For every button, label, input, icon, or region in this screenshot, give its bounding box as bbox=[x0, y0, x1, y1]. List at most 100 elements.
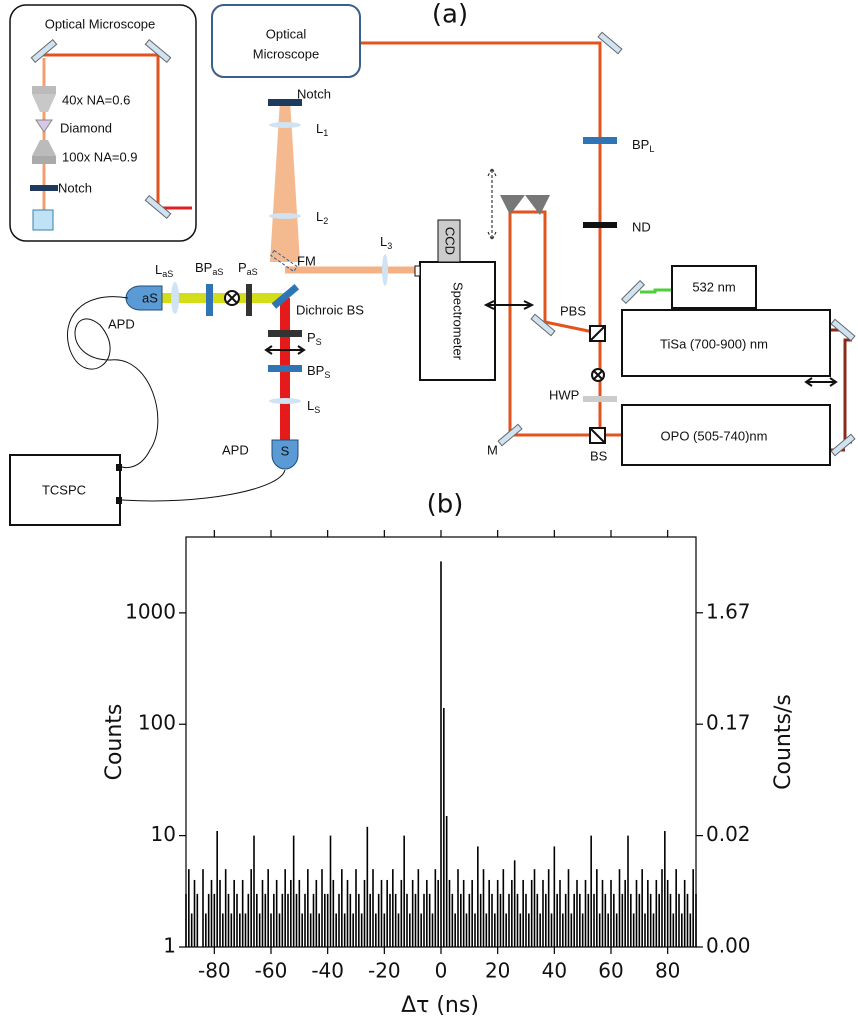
components-part bbox=[268, 330, 302, 337]
components-part bbox=[121, 469, 286, 502]
label-part: aS bbox=[212, 267, 223, 277]
components-part bbox=[264, 345, 306, 355]
label-part: BP bbox=[195, 260, 212, 275]
components-part bbox=[530, 313, 556, 337]
label-part: L bbox=[155, 262, 162, 277]
label: FM bbox=[297, 253, 316, 268]
y-axis-label: Counts bbox=[102, 704, 127, 781]
components-part bbox=[382, 254, 388, 286]
x-tick-label: 80 bbox=[655, 959, 680, 983]
x-tick-label: -40 bbox=[311, 959, 344, 983]
label: Notch bbox=[297, 86, 331, 101]
y2-tick-label: 1.67 bbox=[706, 599, 751, 623]
components-part bbox=[271, 439, 299, 470]
label-part: aS bbox=[247, 267, 258, 277]
inset-part bbox=[30, 185, 58, 191]
chart-title: (b) bbox=[427, 490, 464, 520]
inset-part bbox=[32, 86, 56, 94]
label-part: L bbox=[307, 398, 314, 413]
label: Spectrometer bbox=[451, 282, 466, 361]
label: L1 bbox=[316, 121, 328, 138]
components-part bbox=[487, 166, 497, 242]
components-part bbox=[589, 325, 606, 342]
components-part bbox=[597, 31, 623, 55]
label-part: L bbox=[316, 209, 323, 224]
label-part: BP bbox=[307, 363, 324, 378]
components-part bbox=[271, 284, 300, 309]
y-tick-label: 1000 bbox=[125, 599, 176, 623]
components-part bbox=[583, 396, 617, 402]
components-part bbox=[9, 454, 121, 526]
components-part bbox=[125, 285, 163, 311]
label: APD bbox=[222, 442, 249, 457]
components-part bbox=[226, 292, 238, 304]
inset-label: Diamond bbox=[60, 120, 112, 135]
inset-label: 40x NA=0.6 bbox=[62, 92, 130, 107]
label: CCD bbox=[443, 227, 458, 255]
inset-part bbox=[32, 140, 56, 156]
label: 532 nm bbox=[692, 279, 735, 294]
components-part bbox=[497, 423, 523, 447]
components-part bbox=[621, 309, 831, 377]
components-part bbox=[414, 265, 421, 277]
inset-part bbox=[9, 4, 197, 242]
inset-part bbox=[35, 119, 53, 133]
components-part bbox=[620, 279, 646, 305]
components-part bbox=[211, 4, 361, 78]
components-part bbox=[621, 404, 831, 466]
label-part: S bbox=[324, 370, 330, 380]
components-part bbox=[270, 249, 298, 273]
components-part bbox=[830, 318, 856, 342]
inset-part bbox=[32, 156, 56, 164]
components-part bbox=[268, 365, 302, 372]
label: L3 bbox=[380, 234, 392, 251]
inset-label: Notch bbox=[58, 180, 92, 195]
inset-title: Optical Microscope bbox=[45, 16, 156, 31]
y-tick-label: 100 bbox=[138, 711, 176, 735]
beams-part bbox=[640, 288, 672, 294]
components-part bbox=[171, 282, 179, 314]
components-part bbox=[483, 300, 535, 310]
label: S bbox=[281, 443, 290, 458]
label: PS bbox=[307, 330, 322, 347]
x-tick-label: 20 bbox=[485, 959, 510, 983]
label: ND bbox=[632, 219, 651, 234]
inset-part bbox=[32, 94, 56, 112]
components-part bbox=[67, 296, 159, 469]
label: PBS bbox=[560, 303, 586, 318]
labels: Optical Microscope Notch L1 L2 FM L3 CCD… bbox=[42, 26, 768, 497]
panel-label: (a) bbox=[432, 0, 468, 30]
components-part bbox=[583, 137, 617, 144]
components-part bbox=[206, 284, 213, 316]
label: APD bbox=[108, 316, 135, 331]
x-axis-label: Δτ (ns) bbox=[401, 993, 479, 1018]
box-label: Microscope bbox=[253, 46, 319, 61]
components-part bbox=[268, 99, 302, 106]
label-part: S bbox=[316, 337, 322, 347]
y2-tick-label: 0.00 bbox=[706, 934, 751, 958]
label-part: aS bbox=[162, 269, 173, 279]
components-part bbox=[269, 398, 301, 404]
y-tick-label: 10 bbox=[151, 822, 176, 846]
beams-part bbox=[843, 338, 852, 444]
label-part: L bbox=[649, 144, 654, 154]
components-part bbox=[830, 433, 856, 457]
label-part: 1 bbox=[323, 128, 328, 138]
inset-part bbox=[144, 194, 172, 220]
label-part: 2 bbox=[323, 216, 328, 226]
label: Dichroic BS bbox=[296, 302, 364, 317]
setup-diagram: (a) Optical Microscope 40x NA=0.6 Diamon… bbox=[9, 0, 856, 526]
label: PaS bbox=[238, 260, 258, 277]
components bbox=[9, 4, 856, 526]
components-part bbox=[671, 265, 757, 309]
label-part: BP bbox=[632, 137, 649, 152]
components-part bbox=[116, 464, 122, 471]
y2-tick-label: 0.17 bbox=[706, 711, 751, 735]
inset-part bbox=[30, 38, 58, 64]
components-part bbox=[804, 377, 838, 387]
label-part: 3 bbox=[387, 241, 392, 251]
components-part bbox=[269, 213, 301, 219]
x-tick-label: 0 bbox=[435, 959, 448, 983]
components-part bbox=[583, 222, 617, 228]
